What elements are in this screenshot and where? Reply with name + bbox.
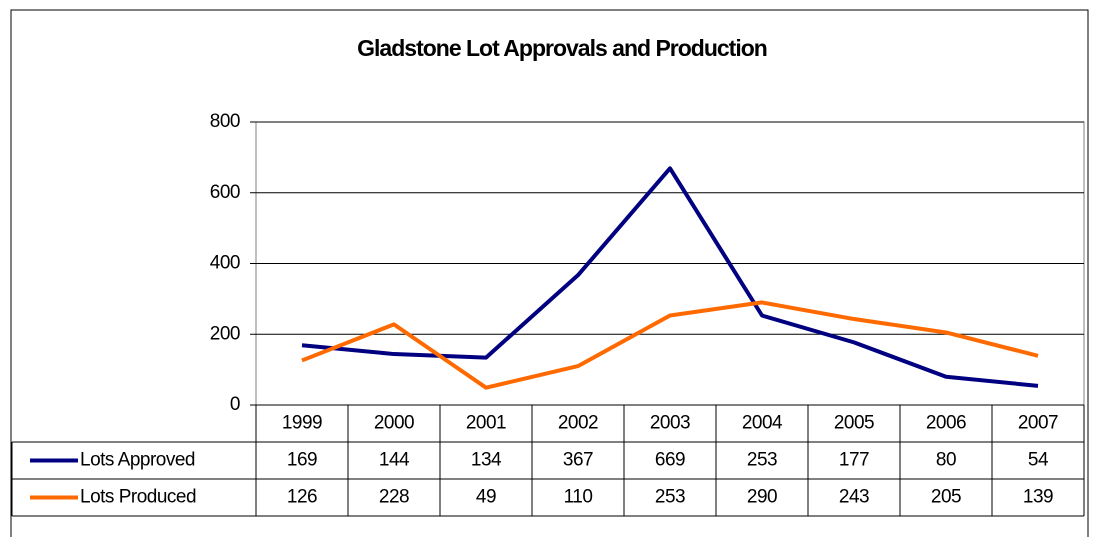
table-value: 177 <box>839 450 869 471</box>
y-tick-label: 400 <box>210 253 240 274</box>
table-value: 139 <box>1023 487 1053 508</box>
table-value: 228 <box>379 487 409 508</box>
y-tick-label: 0 <box>230 394 240 415</box>
table-value: 669 <box>655 450 685 471</box>
table-value: 49 <box>476 487 496 508</box>
x-tick-label: 2002 <box>558 413 598 434</box>
legend-label: Lots Approved <box>80 450 195 471</box>
x-tick-label: 2001 <box>466 413 506 434</box>
legend-label: Lots Produced <box>80 487 196 508</box>
series-line <box>301 300 1039 390</box>
x-tick-label: 2004 <box>742 413 783 434</box>
table-value: 134 <box>471 450 502 471</box>
y-tick-label: 600 <box>210 182 240 203</box>
table-value: 169 <box>287 450 317 471</box>
table-value: 367 <box>563 450 593 471</box>
table-value: 144 <box>379 450 410 471</box>
table-value: 80 <box>936 450 956 471</box>
x-tick-label: 2006 <box>926 413 966 434</box>
table-value: 126 <box>287 487 317 508</box>
table-value: 290 <box>747 487 777 508</box>
table-value: 205 <box>931 487 961 508</box>
x-tick-label: 2003 <box>650 413 690 434</box>
chart-title: Gladstone Lot Approvals and Production <box>357 35 767 61</box>
series-line <box>301 166 1039 388</box>
chart-frame <box>10 9 1089 537</box>
x-tick-label: 2000 <box>374 413 414 434</box>
x-tick-label: 2005 <box>834 413 874 434</box>
y-tick-label: 800 <box>210 111 240 132</box>
table-value: 54 <box>1028 450 1049 471</box>
table-value: 253 <box>747 450 777 471</box>
table-value: 253 <box>655 487 685 508</box>
x-tick-label: 1999 <box>282 413 322 434</box>
table-value: 110 <box>564 487 593 508</box>
y-tick-label: 200 <box>210 323 240 344</box>
x-tick-label: 2007 <box>1018 413 1058 434</box>
table-value: 243 <box>839 487 869 508</box>
